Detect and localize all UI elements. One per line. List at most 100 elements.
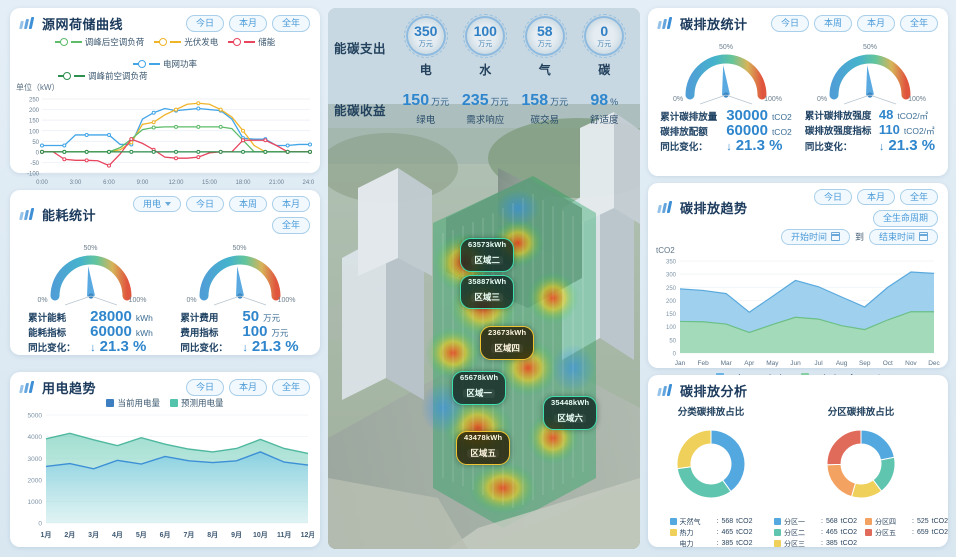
range-year-button[interactable]: 全年 <box>899 15 938 32</box>
svg-text:2000: 2000 <box>28 477 43 484</box>
trend-down-icon: ↓ <box>878 141 885 153</box>
trend-down-icon: ↓ <box>90 341 96 354</box>
stat-key: 碳排放强度指标 <box>804 126 872 137</box>
gauge-min-label: 0% <box>37 296 48 304</box>
svg-text:250: 250 <box>29 98 40 104</box>
svg-text:Sep: Sep <box>859 360 871 367</box>
range-month-button[interactable]: 本月 <box>856 189 895 206</box>
kpi-cell-comfort[interactable]: 98% 舒适度 <box>575 92 635 126</box>
heatmap-value: 23673kWh <box>488 328 527 337</box>
svg-text:4月: 4月 <box>112 531 123 539</box>
legend-item: 电网功率 <box>132 58 197 70</box>
kpi-cell-gas[interactable]: 58 万元 气 <box>515 14 575 78</box>
svg-text:200: 200 <box>666 299 677 305</box>
title-bars-icon <box>657 200 674 214</box>
donut-title: 分类碳排放占比 <box>677 407 745 418</box>
kpi-cell-carbon-trade[interactable]: 158 万元 碳交易 <box>515 92 575 126</box>
date-range-row: 开始时间 到 结束时间 <box>648 228 948 247</box>
gauge-block: 50% 0% 100% 累计能耗 28000 kWh 能耗指标 60000 kWh 同比… <box>16 244 165 355</box>
time-range-buttons: 今日 本月 全年 <box>185 15 310 32</box>
cost-stats: 累计费用 50 万元 费用指标 100 万元 同比变化： ↓ 21.3 % <box>180 308 298 355</box>
range-today-button[interactable]: 今日 <box>770 15 809 32</box>
category-donut[interactable] <box>659 419 763 509</box>
svg-text:150: 150 <box>29 119 40 125</box>
legend-item: 预测用电量 <box>170 397 224 409</box>
heatmap-label[interactable]: 43478kWh 区域五 <box>456 431 511 466</box>
range-month-button[interactable]: 本月 <box>228 15 267 32</box>
heatmap-zone-name: 区域六 <box>551 408 589 426</box>
kpi-cell-carbon[interactable]: 0 万元 碳 <box>575 14 635 78</box>
page-title: 源网荷储曲线 <box>42 17 124 32</box>
stat-unit: tCO2/㎡ <box>903 126 935 136</box>
range-week-button[interactable]: 本周 <box>228 196 267 213</box>
energy-cost-gauge: 50% 0% 100% <box>184 245 296 306</box>
energy-consumption-gauge: 50% 0% 100% <box>35 244 147 306</box>
stat-unit: tCO2 <box>771 127 792 137</box>
svg-text:7月: 7月 <box>183 531 194 539</box>
calendar-icon <box>919 232 928 242</box>
kpi-cell-water[interactable]: 100 万元 水 <box>456 14 516 78</box>
svg-text:12:00: 12:00 <box>168 180 184 186</box>
svg-text:1000: 1000 <box>28 499 43 506</box>
kpi-cell-green-power[interactable]: 150 万元 绿电 <box>396 92 456 126</box>
heatmap-label[interactable]: 65678kWh 区域一 <box>452 371 507 406</box>
heatmap-label[interactable]: 35887kWh 区域三 <box>460 275 515 310</box>
range-month-button[interactable]: 本月 <box>856 15 895 32</box>
gauge-max-label: 100% <box>764 96 782 103</box>
compare-value: 21.3 % <box>735 137 783 154</box>
heatmap-value: 65678kWh <box>460 373 499 382</box>
svg-text:9:00: 9:00 <box>137 180 149 186</box>
svg-text:12月: 12月 <box>301 531 314 539</box>
svg-text:100: 100 <box>29 129 40 135</box>
kpi-cell-electricity[interactable]: 350 万元 电 <box>396 14 456 78</box>
range-month-button[interactable]: 本月 <box>228 379 267 396</box>
svg-text:6:00: 6:00 <box>103 180 115 186</box>
kpi-ring: 58 万元 <box>522 14 567 58</box>
card-header: 源网荷储曲线 今日 本月 全年 <box>10 8 320 35</box>
source-chart-legend-2: 调峰前空调负荷 <box>50 70 320 82</box>
income-row: 能碳收益 150 万元 绿电 235 万元 需求响应 158 万元 碳交易 <box>334 92 634 126</box>
income-label: 能碳收益 <box>334 103 387 118</box>
energy-statistics-card: 能耗统计 用电 今日 本周 本月 全年 50% 0% 100% <box>10 190 320 355</box>
energy-type-dropdown[interactable]: 用电 <box>132 196 181 213</box>
range-today-button[interactable]: 今日 <box>185 196 224 213</box>
range-year-button[interactable]: 全年 <box>271 15 310 32</box>
title-bars-icon <box>19 380 36 394</box>
card-header: 用电趋势 今日 本月 全年 <box>10 372 320 399</box>
range-year-button[interactable]: 全年 <box>271 217 310 234</box>
range-today-button[interactable]: 今日 <box>185 15 224 32</box>
svg-text:250: 250 <box>666 286 677 292</box>
range-lifecycle-button[interactable]: 全生命周期 <box>872 210 938 227</box>
range-year-button[interactable]: 全年 <box>271 379 310 396</box>
start-date-input[interactable]: 开始时间 <box>780 228 850 246</box>
carbon-analysis-card: 碳排放分析 分类碳排放占比 天然气:568 tCO2 热力:465 tCO2 电力:… <box>648 375 948 548</box>
zone-donut[interactable] <box>809 419 913 509</box>
compare-key: 同比变化： <box>660 142 708 153</box>
heatmap-label[interactable]: 23673kWh 区域四 <box>480 326 535 361</box>
stat-key: 累计碳排放量 <box>660 112 718 123</box>
time-range-buttons: 今日 本周 本月 全年 <box>770 15 938 32</box>
kpi-cell-demand-response[interactable]: 235 万元 需求响应 <box>456 92 516 126</box>
kpi-name: 碳 <box>598 63 611 77</box>
end-date-input[interactable]: 结束时间 <box>868 228 938 246</box>
gauge-max-label: 100% <box>908 96 926 103</box>
range-year-button[interactable]: 全年 <box>899 189 938 206</box>
range-today-button[interactable]: 今日 <box>185 379 224 396</box>
stat-key: 累计能耗 <box>28 312 67 324</box>
compare-key: 同比变化： <box>804 142 853 153</box>
range-month-button[interactable]: 本月 <box>271 196 310 213</box>
title-bars-icon <box>19 207 36 221</box>
heatmap-value: 35448kWh <box>551 398 590 407</box>
range-week-button[interactable]: 本周 <box>813 15 852 32</box>
svg-text:50: 50 <box>669 338 676 344</box>
range-today-button[interactable]: 今日 <box>813 189 852 206</box>
source-chart-legend: 调峰后空调负荷 光伏发电 储能 电网功率 <box>10 35 320 70</box>
gauge-mid-label: 50% <box>862 44 878 51</box>
gauge-mid-label: 50% <box>83 244 98 252</box>
heatmap-label[interactable]: 63573kWh 区域二 <box>460 238 515 273</box>
svg-text:100: 100 <box>666 325 677 331</box>
gauge-block: 50% 0% 100% 累计碳排放强度 48 tCO2/㎡ 碳排放强度指标 110 tC… <box>798 44 942 154</box>
heatmap-label[interactable]: 35448kWh 区域六 <box>543 396 598 431</box>
